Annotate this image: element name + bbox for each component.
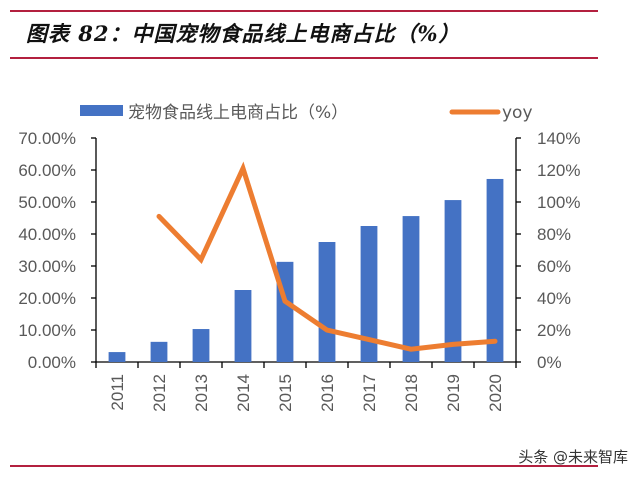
x-tick-label: 2018 [402, 374, 421, 412]
top-rule [10, 10, 598, 12]
left-axis-tick-label: 0.00% [28, 353, 76, 372]
left-axis-tick-label: 40.00% [18, 225, 76, 244]
x-tick-label: 2020 [486, 374, 505, 412]
left-axis-tick-label: 30.00% [18, 257, 76, 276]
left-axis-tick-label: 70.00% [18, 129, 76, 148]
legend-swatch-bar [80, 105, 123, 116]
legend-label-line: yoy [502, 103, 533, 123]
bar-2016 [318, 242, 336, 362]
bar-2014 [234, 290, 252, 362]
yoy-line [156, 161, 498, 352]
left-axis-tick-label: 50.00% [18, 193, 76, 212]
legend: 宠物食品线上电商占比（%） yoy [80, 103, 533, 123]
right-axis-tick-label: 0% [537, 353, 562, 372]
x-tick-label: 2011 [108, 374, 127, 411]
left-axis-tick-label: 10.00% [18, 321, 76, 340]
left-axis-tick-label: 20.00% [18, 289, 76, 308]
bar-2019 [444, 200, 462, 362]
right-axis-tick-label: 40% [537, 289, 571, 308]
x-tick-label: 2012 [150, 374, 169, 412]
left-axis-tick-label: 60.00% [18, 161, 76, 180]
bars [108, 178, 504, 362]
x-tick-label: 2016 [318, 374, 337, 412]
right-axis-tick-label: 100% [537, 193, 580, 212]
watermark: 头条 @未来智库 [518, 448, 628, 466]
bar-2011 [108, 352, 126, 362]
right-axis-tick-label: 140% [537, 129, 580, 148]
legend-label-bar: 宠物食品线上电商占比（%） [128, 103, 348, 123]
bar-2017 [360, 226, 378, 362]
bar-2012 [150, 341, 168, 362]
bar-2018 [402, 216, 420, 362]
x-tick-label: 2014 [234, 374, 253, 412]
axes: 0.00% 10.00% 20.00% 30.00% 40.00% 50.00% 60.00… [18, 129, 580, 372]
x-tick-label: 2017 [360, 374, 379, 412]
bottom-rule [10, 465, 598, 467]
x-tick-labels: 2011 2012 2013 2014 2015 2016 2017 2018 2019 2020 [108, 374, 505, 412]
bar-2013 [192, 329, 210, 362]
x-tick-label: 2019 [444, 374, 463, 412]
right-axis-tick-label: 80% [537, 225, 571, 244]
title-rule [10, 57, 598, 59]
bar-2020 [486, 178, 504, 362]
right-axis-tick-label: 20% [537, 321, 571, 340]
right-axis-tick-label: 120% [537, 161, 580, 180]
right-axis-tick-label: 60% [537, 257, 571, 276]
x-tick-label: 2013 [192, 374, 211, 412]
x-tick-label: 2015 [276, 374, 295, 412]
chart-title: 图表 82：中国宠物食品线上电商占比（%） [26, 21, 461, 46]
